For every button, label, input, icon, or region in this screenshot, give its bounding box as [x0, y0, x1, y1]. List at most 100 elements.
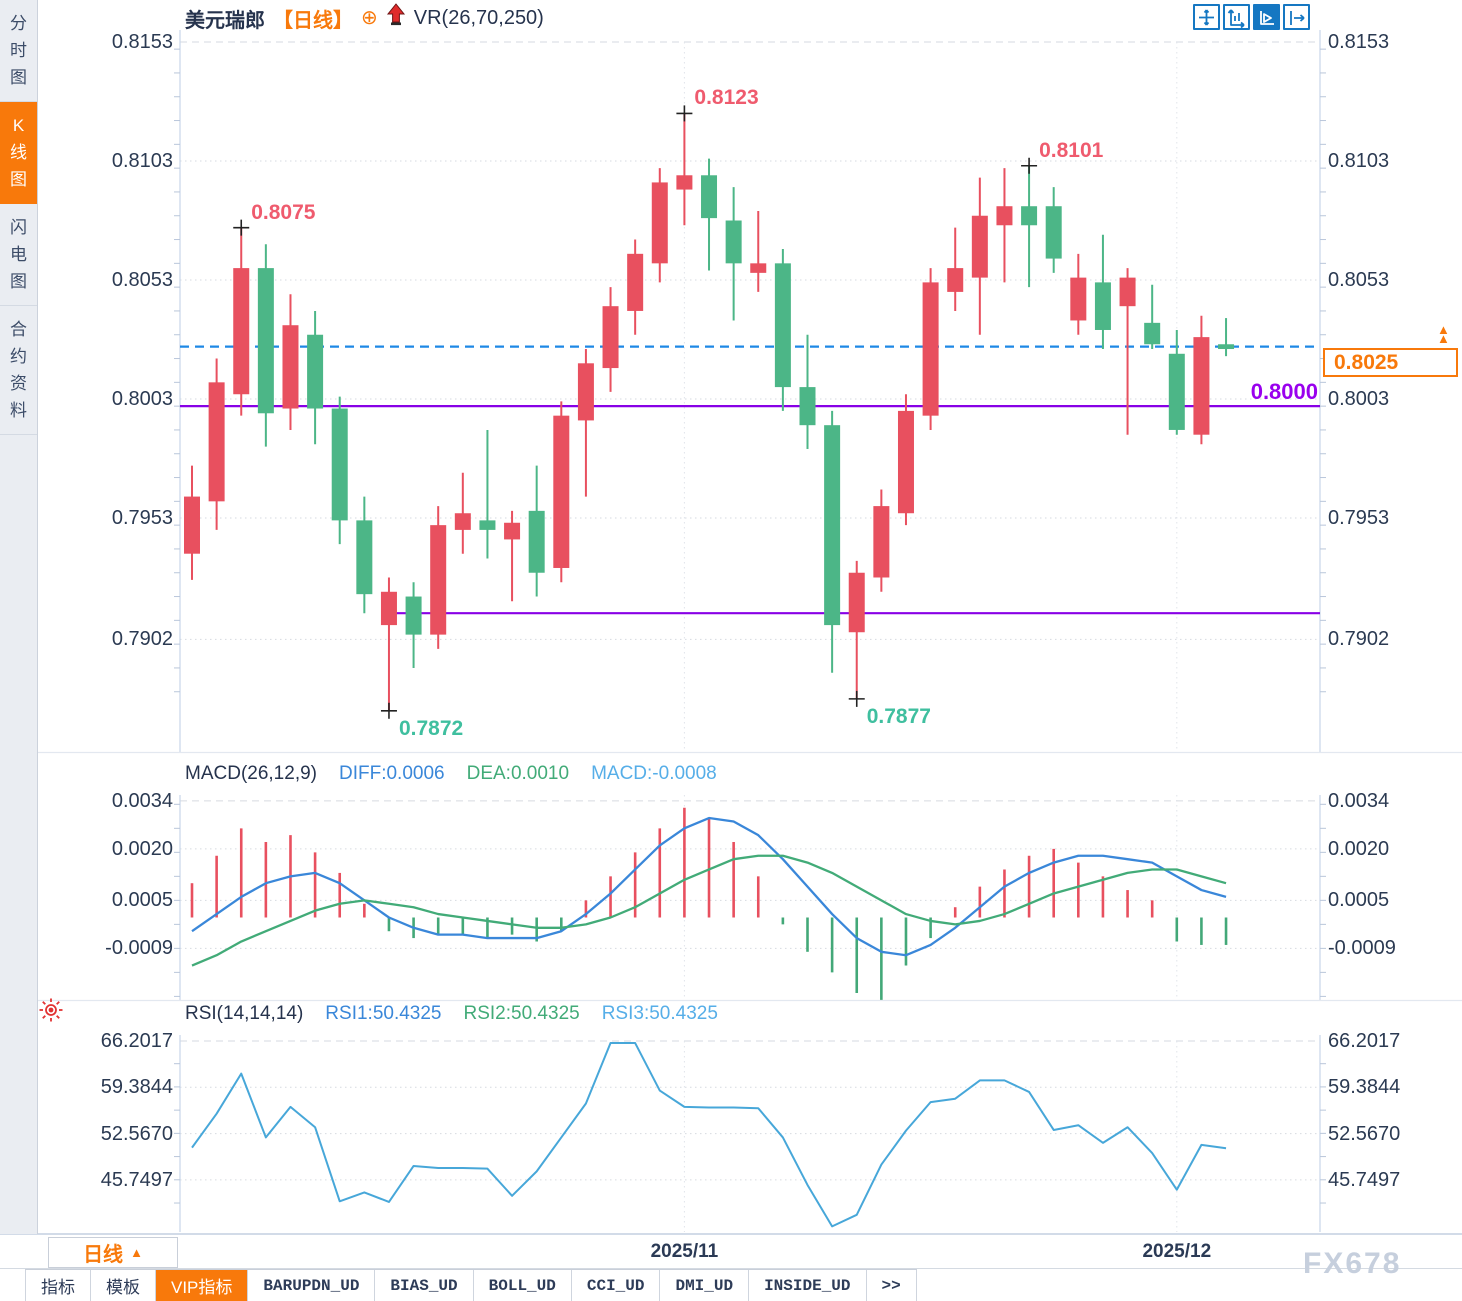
indicator-readout: DIFF:0.0006 [339, 763, 445, 784]
macd-axis-label: 0.0005 [111, 889, 173, 912]
candle [454, 513, 471, 530]
sidebar-item-tab[interactable]: 合约资料 [0, 306, 37, 435]
indicator-readout: MACD:-0.0008 [591, 763, 717, 784]
macd-axis-label: 0.0020 [111, 837, 173, 860]
candle [1168, 353, 1185, 430]
price-axis-label: 0.8103 [1328, 150, 1390, 172]
macd-axis-label: -0.0009 [1328, 937, 1396, 960]
extreme-annotation: 0.8123 [694, 86, 759, 110]
candlestick-series [184, 113, 1235, 711]
period-selector-arrow-icon: ▲ [130, 1245, 143, 1260]
candle [676, 175, 693, 190]
rsi-axis-label: 52.5670 [1328, 1122, 1401, 1145]
indicator-tab[interactable]: 指标 [25, 1270, 91, 1301]
rsi-axis-label: 45.7497 [100, 1168, 173, 1191]
macd-axis-label: 0.0005 [1328, 889, 1390, 912]
candle [282, 325, 299, 409]
price-axis-label: 0.8003 [111, 388, 173, 410]
price-axis-label: 0.8153 [1328, 31, 1390, 53]
crosshair-pan-icon[interactable] [1193, 4, 1220, 30]
current-price-tag: 0.8025 [1323, 348, 1458, 377]
candle [528, 510, 545, 573]
candle [1218, 344, 1235, 350]
rsi-axis-label: 59.3844 [1328, 1076, 1401, 1099]
candle [553, 415, 570, 568]
macd-axis-label: 0.0034 [1328, 789, 1390, 812]
candle [184, 496, 200, 554]
price-axis-label: 0.8053 [111, 269, 173, 291]
candle [1070, 277, 1087, 321]
extreme-annotation: 0.8101 [1039, 138, 1104, 162]
price-axis-label: 0.7953 [111, 507, 173, 529]
rsi-axis-label: 66.2017 [100, 1030, 173, 1052]
candle [947, 268, 964, 292]
indicator-tab[interactable]: BIAS_UD [375, 1270, 474, 1301]
watermark: FX678 [1303, 1247, 1402, 1280]
fit-scale-icon[interactable] [1223, 4, 1250, 30]
more-tabs-button[interactable]: >> [866, 1270, 917, 1301]
indicator-tab[interactable]: DMI_UD [660, 1270, 750, 1301]
indicator-tab[interactable]: INSIDE_UD [749, 1270, 867, 1301]
candle [750, 263, 767, 273]
candle [971, 215, 988, 278]
price-axis-label: 0.8053 [1328, 269, 1390, 291]
candle [824, 425, 841, 626]
candle [922, 282, 939, 416]
candle [897, 410, 914, 514]
price-axis-label: 0.8103 [111, 150, 173, 172]
support-price-label: 0.8000 [1250, 379, 1318, 405]
period-selector[interactable]: 日线 ▲ [48, 1237, 178, 1268]
candle [233, 268, 250, 395]
indicator-name: MACD(26,12,9) [185, 763, 317, 784]
price-axis-label: 0.7953 [1328, 507, 1390, 529]
candle [479, 520, 496, 530]
extreme-annotation: 0.8075 [251, 200, 316, 224]
price-axis-label: 0.8003 [1328, 388, 1390, 410]
indicator-readout: RSI3:50.4325 [601, 1003, 718, 1024]
candle [799, 387, 816, 426]
indicator-tab[interactable]: CCI_UD [571, 1270, 661, 1301]
indicator-readout: RSI1:50.4325 [325, 1003, 442, 1024]
indicator-tab[interactable]: 模板 [91, 1270, 156, 1301]
sidebar-item-tab[interactable]: 分时图 [0, 0, 37, 102]
indicator-tab[interactable]: VIP指标 [156, 1270, 249, 1301]
candle [1021, 206, 1038, 226]
candle [651, 182, 668, 264]
indicator-settings-icon[interactable] [38, 997, 64, 1028]
chart-toolbar [1193, 4, 1310, 30]
rsi-axis-label: 59.3844 [100, 1076, 173, 1099]
sidebar-item-tab[interactable]: 闪电图 [0, 204, 37, 306]
candle [1144, 322, 1161, 345]
indicator-tab[interactable]: BARUPDN_UD [248, 1270, 376, 1301]
period-tag: 【日线】 [273, 9, 353, 32]
rsi-axis-label: 66.2017 [1328, 1030, 1401, 1052]
candle [602, 306, 619, 369]
candle [774, 263, 791, 388]
candle [1045, 206, 1062, 259]
indicator-tab[interactable]: BOLL_UD [473, 1270, 572, 1301]
auto-scroll-icon[interactable] [1253, 4, 1280, 30]
price-axis-label: 0.7902 [1328, 628, 1390, 651]
candle [307, 334, 324, 409]
macd-axis-label: -0.0009 [105, 937, 173, 960]
candle [405, 596, 422, 635]
add-indicator-icon[interactable]: ⊕ [361, 7, 378, 29]
candle [1119, 277, 1136, 307]
shift-right-icon[interactable] [1283, 4, 1310, 30]
candle [430, 525, 447, 635]
macd-axis-label: 0.0034 [111, 789, 173, 812]
price-axis-label: 0.8153 [111, 31, 173, 53]
price-axis-label: 0.7902 [111, 628, 173, 651]
candle [701, 175, 718, 219]
candle [627, 253, 644, 311]
candle [331, 408, 348, 521]
rsi-axis-label: 45.7497 [1328, 1168, 1401, 1191]
candle [504, 522, 521, 540]
macd-axis-label: 0.0020 [1328, 837, 1390, 860]
candle [873, 506, 890, 578]
candle [356, 520, 373, 595]
